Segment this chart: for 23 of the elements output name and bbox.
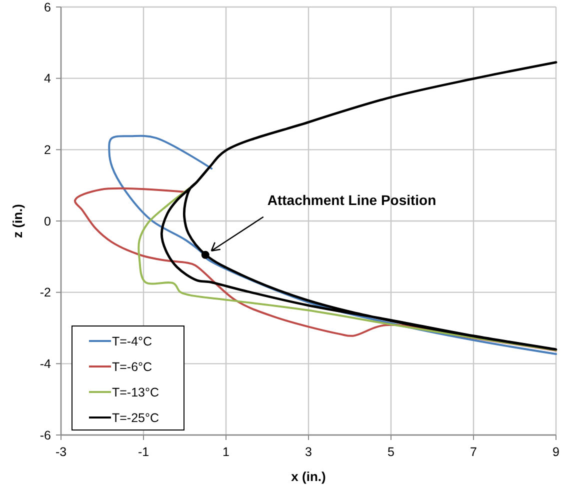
legend-label: T=-6°C	[112, 360, 152, 374]
x-tick-label: 5	[388, 445, 395, 459]
legend-label: T=-25°C	[112, 410, 160, 425]
y-tick-label: 0	[44, 214, 52, 228]
x-tick-label: 3	[305, 445, 312, 459]
y-tick-label: -4	[40, 357, 52, 372]
y-tick-label: 2	[44, 143, 52, 158]
y-tick-label: -2	[40, 286, 52, 300]
annotation: Attachment Line Position	[267, 192, 436, 208]
y-tick-label: 4	[44, 72, 52, 86]
x-tick-label: 9	[552, 445, 560, 459]
x-tick-label: 7	[470, 445, 478, 459]
y-axis-title: z (in.)	[10, 204, 25, 238]
x-tick-label: -1	[138, 445, 150, 459]
x-axis-title: x (in.)	[291, 469, 326, 484]
legend-label: T=-13°C	[112, 385, 160, 400]
x-tick-label: 1	[222, 445, 230, 459]
line-series	[108, 134, 557, 356]
y-tick-label: -6	[40, 428, 52, 442]
x-tick-label: -3	[55, 445, 67, 459]
legend-label: T=-4°C	[112, 334, 152, 348]
y-tick-label: 6	[44, 0, 52, 14]
line-series	[160, 61, 558, 351]
